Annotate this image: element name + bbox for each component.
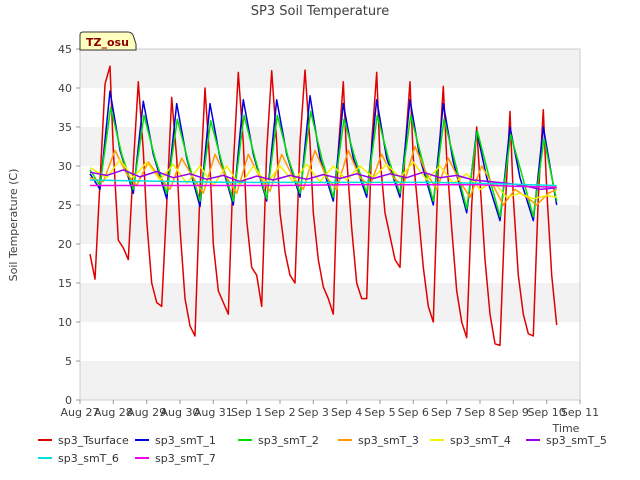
grid-band: [80, 244, 580, 283]
y-tick-label: 25: [58, 199, 72, 212]
series-line-sp3_smT_3: [89, 145, 558, 206]
x-tick-label: Aug 30: [161, 406, 200, 419]
grid-band: [80, 127, 580, 166]
legend-item-sp3_smT_6: sp3_smT_6: [38, 452, 119, 465]
legend-label: sp3_smT_3: [358, 434, 419, 447]
legend-item-sp3_smT_1: sp3_smT_1: [135, 434, 216, 447]
legend-label: sp3_smT_1: [155, 434, 216, 447]
y-axis-title: Soil Temperature (C): [7, 169, 20, 282]
y-tick-label: 35: [58, 121, 72, 134]
x-tick-label: Sep 9: [498, 406, 529, 419]
tz-badge-label: TZ_osu: [86, 36, 129, 49]
legend-item-sp3_smT_5: sp3_smT_5: [526, 434, 607, 447]
legend-label: sp3_Tsurface: [58, 434, 129, 447]
tz-badge-shape: [79, 31, 137, 51]
y-tick-label: 15: [58, 277, 72, 290]
x-tick-label: Aug 31: [194, 406, 233, 419]
y-tick-label: 5: [65, 355, 72, 368]
x-tick-label: Aug 27: [61, 406, 100, 419]
legend-item-sp3_smT_3: sp3_smT_3: [338, 434, 419, 447]
legend-item-sp3_smT_4: sp3_smT_4: [430, 434, 511, 447]
legend-item-sp3_smT_2: sp3_smT_2: [238, 434, 319, 447]
x-tick-label: Sep 4: [331, 406, 362, 419]
grid-band: [80, 361, 580, 400]
x-tick-label: Sep 6: [398, 406, 429, 419]
legend: sp3_Tsurface sp3_smT_1 sp3_smT_2 sp3_smT_3 s…: [38, 434, 607, 465]
grid-band: [80, 88, 580, 127]
grid-band: [80, 322, 580, 361]
x-axis-title: Time: [552, 422, 580, 435]
series-line-sp3_smT_7: [90, 183, 557, 188]
series-line-sp3_smT_5: [89, 169, 557, 191]
x-tick-label: Sep 3: [298, 406, 329, 419]
tz-badge: TZ_osu: [79, 31, 137, 51]
chart-title: SP3 Soil Temperature: [251, 4, 389, 19]
x-tick-label: Aug 28: [94, 406, 133, 419]
x-tick-label: Sep 1: [231, 406, 262, 419]
legend-label: sp3_smT_7: [155, 452, 216, 465]
x-tick-label: Aug 29: [127, 406, 166, 419]
legend-label: sp3_smT_6: [58, 452, 119, 465]
y-tick-label: 10: [58, 316, 72, 329]
y-tick-label: 45: [58, 43, 72, 56]
series-line-sp3_smT_2: [89, 106, 558, 218]
legend-item-sp3_smT_7: sp3_smT_7: [135, 452, 216, 465]
legend-label: sp3_smT_5: [546, 434, 607, 447]
x-tick-label: Sep 7: [431, 406, 462, 419]
series-line-sp3_smT_4: [89, 159, 557, 200]
y-axis-ticks: 0 5 10 15 20 25 30 35 40 45: [58, 43, 80, 407]
x-tick-label: Sep 2: [264, 406, 295, 419]
legend-item-sp3_Tsurface: sp3_Tsurface: [38, 434, 129, 447]
legend-label: sp3_smT_2: [258, 434, 319, 447]
y-tick-label: 30: [58, 160, 72, 173]
x-tick-label: Sep 8: [464, 406, 495, 419]
x-tick-label: Sep 10: [528, 406, 566, 419]
grid-band: [80, 49, 580, 88]
series-line-sp3_smT_6: [89, 179, 557, 187]
x-tick-label: Sep 5: [364, 406, 395, 419]
y-tick-label: 0: [65, 394, 72, 407]
plot-frame: [79, 48, 581, 401]
x-tick-label: Sep 11: [561, 406, 599, 419]
y-tick-label: 20: [58, 238, 72, 251]
legend-label: sp3_smT_4: [450, 434, 511, 447]
y-tick-label: 40: [58, 82, 72, 95]
series-lines: [89, 65, 558, 347]
